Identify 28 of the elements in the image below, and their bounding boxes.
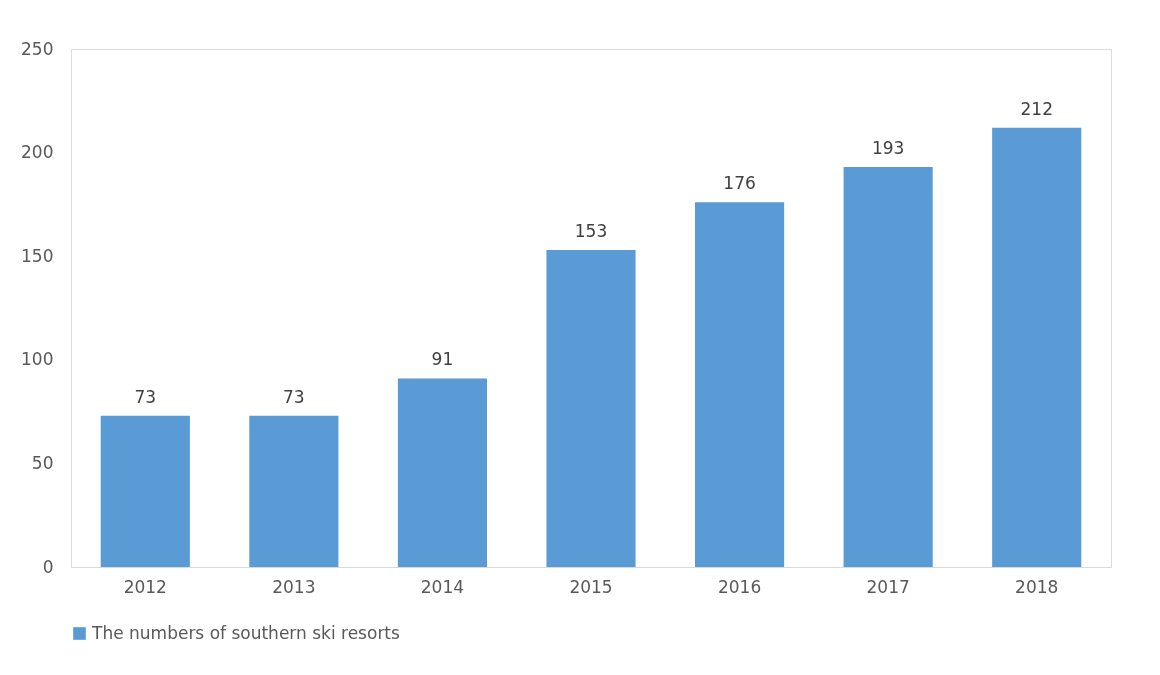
bar <box>843 167 933 567</box>
bar <box>992 127 1082 567</box>
data-label: 73 <box>283 386 305 407</box>
x-tick-label: 2012 <box>123 576 167 597</box>
data-label: 212 <box>1020 98 1053 119</box>
x-tick-label: 2018 <box>1015 576 1059 597</box>
y-tick-label: 250 <box>21 38 54 59</box>
x-tick-label: 2015 <box>569 576 613 597</box>
data-label: 193 <box>871 138 905 159</box>
data-label: 73 <box>134 386 157 407</box>
bar <box>546 249 636 567</box>
y-tick-label: 150 <box>21 245 54 266</box>
data-label: 153 <box>574 220 608 241</box>
bar <box>695 202 785 567</box>
bar <box>100 415 190 567</box>
x-tick-label: 2014 <box>420 576 465 597</box>
y-tick-label: 50 <box>31 452 54 473</box>
data-label: 176 <box>723 173 756 194</box>
x-tick-label: 2017 <box>866 576 910 597</box>
bar <box>397 378 487 567</box>
x-tick-label: 2013 <box>272 576 316 597</box>
data-label: 91 <box>431 349 454 370</box>
y-tick-label: 100 <box>21 349 54 370</box>
y-tick-label: 0 <box>42 556 54 577</box>
bar <box>249 415 339 567</box>
y-tick-label: 200 <box>21 142 54 163</box>
x-tick-label: 2016 <box>717 576 762 597</box>
legend-label: The numbers of southern ski resorts <box>91 622 401 643</box>
